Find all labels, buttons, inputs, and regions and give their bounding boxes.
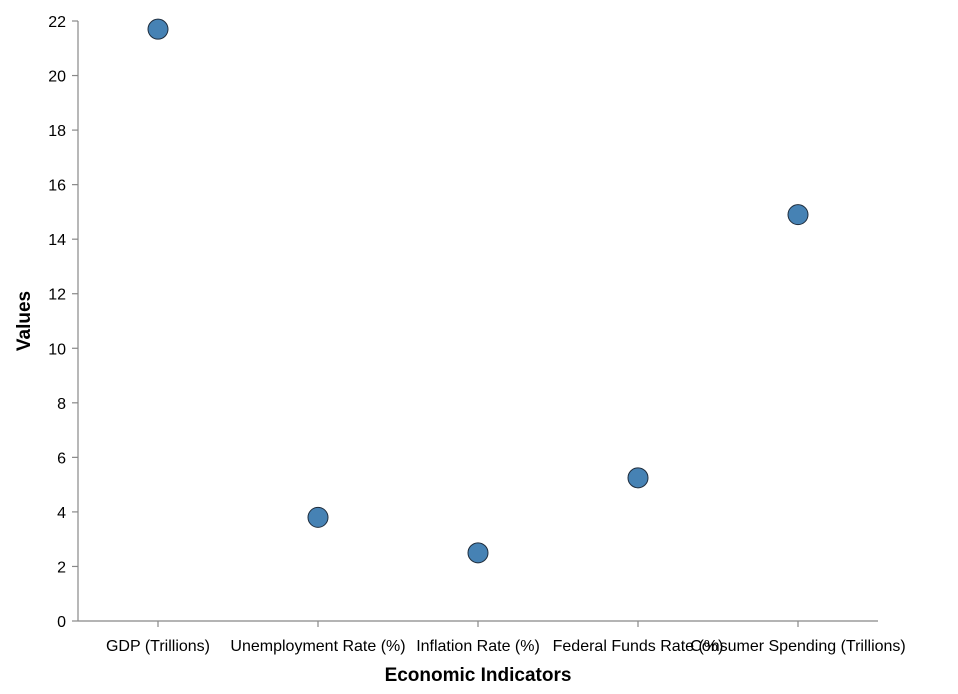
y-tick-label: 6 [57, 450, 66, 467]
data-point[interactable] [787, 204, 809, 226]
y-tick-label: 10 [48, 341, 66, 358]
y-tick-label: 22 [48, 14, 66, 31]
y-tick-label: 20 [48, 69, 66, 86]
y-tick-label: 2 [57, 559, 66, 576]
data-point[interactable] [627, 467, 649, 489]
data-points [147, 18, 809, 564]
y-tick-label: 8 [57, 396, 66, 413]
y-tick-label: 18 [48, 123, 66, 140]
data-point[interactable] [147, 18, 169, 40]
data-point[interactable] [307, 506, 329, 528]
y-tick-label: 4 [57, 505, 66, 522]
y-axis: 0 2 4 6 8 10 12 14 16 18 20 22 [48, 14, 79, 631]
y-tick-label: 0 [57, 614, 66, 631]
x-tick-label: Federal Funds Rate (%) [553, 638, 724, 655]
x-tick-label: GDP (Trillions) [106, 638, 210, 655]
y-tick-label: 16 [48, 178, 66, 195]
x-axis-title: Economic Indicators [385, 665, 572, 686]
y-axis-title: Values [14, 291, 35, 351]
y-tick-label: 14 [48, 232, 66, 249]
x-tick-label: Unemployment Rate (%) [230, 638, 405, 655]
x-axis: GDP (Trillions) Unemployment Rate (%) Infl… [78, 620, 906, 655]
x-tick-label: Consumer Spending (Trillions) [690, 638, 906, 655]
data-point[interactable] [467, 542, 489, 564]
x-tick-label: Inflation Rate (%) [416, 638, 540, 655]
y-tick-label: 12 [48, 287, 66, 304]
